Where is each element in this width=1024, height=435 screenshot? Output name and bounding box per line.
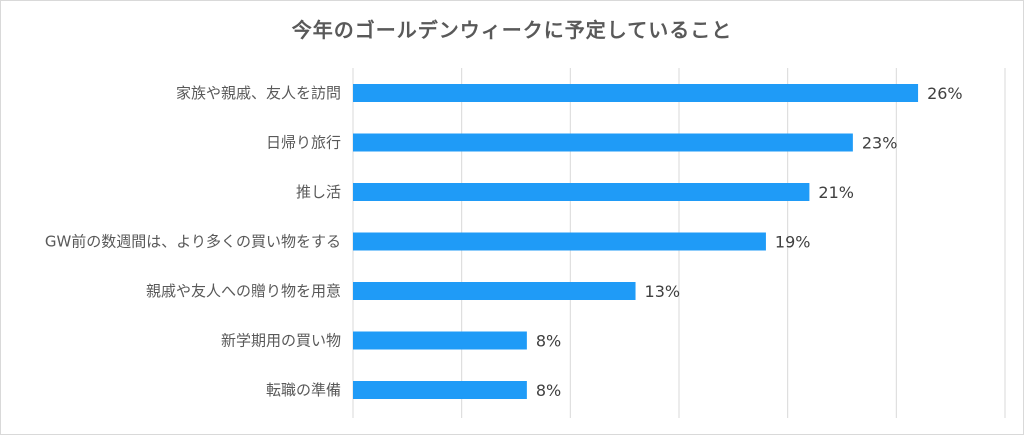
bar xyxy=(353,183,810,201)
bar xyxy=(353,133,853,152)
category-label: 新学期用の買い物 xyxy=(221,332,341,350)
bar xyxy=(353,84,919,102)
category-label: 家族や親戚、友人を訪問 xyxy=(176,84,341,102)
bar xyxy=(353,232,766,251)
bar xyxy=(353,381,527,399)
category-label: 親戚や友人への贈り物を用意 xyxy=(146,282,341,300)
data-label: 26% xyxy=(927,84,963,103)
category-label: 推し活 xyxy=(296,183,341,201)
data-label: 8% xyxy=(536,381,561,400)
bar xyxy=(353,282,636,300)
category-label: 転職の準備 xyxy=(266,381,341,399)
bar xyxy=(353,331,527,350)
data-label: 23% xyxy=(862,134,898,153)
data-label: 8% xyxy=(536,332,561,351)
chart-title: 今年のゴールデンウィークに予定していること xyxy=(291,18,733,42)
data-label: 21% xyxy=(818,183,854,202)
data-label: 13% xyxy=(645,282,681,301)
category-label: 日帰り旅行 xyxy=(266,134,341,152)
category-label: GW前の数週間は、より多くの買い物をする xyxy=(45,233,341,251)
data-label: 19% xyxy=(775,233,811,252)
